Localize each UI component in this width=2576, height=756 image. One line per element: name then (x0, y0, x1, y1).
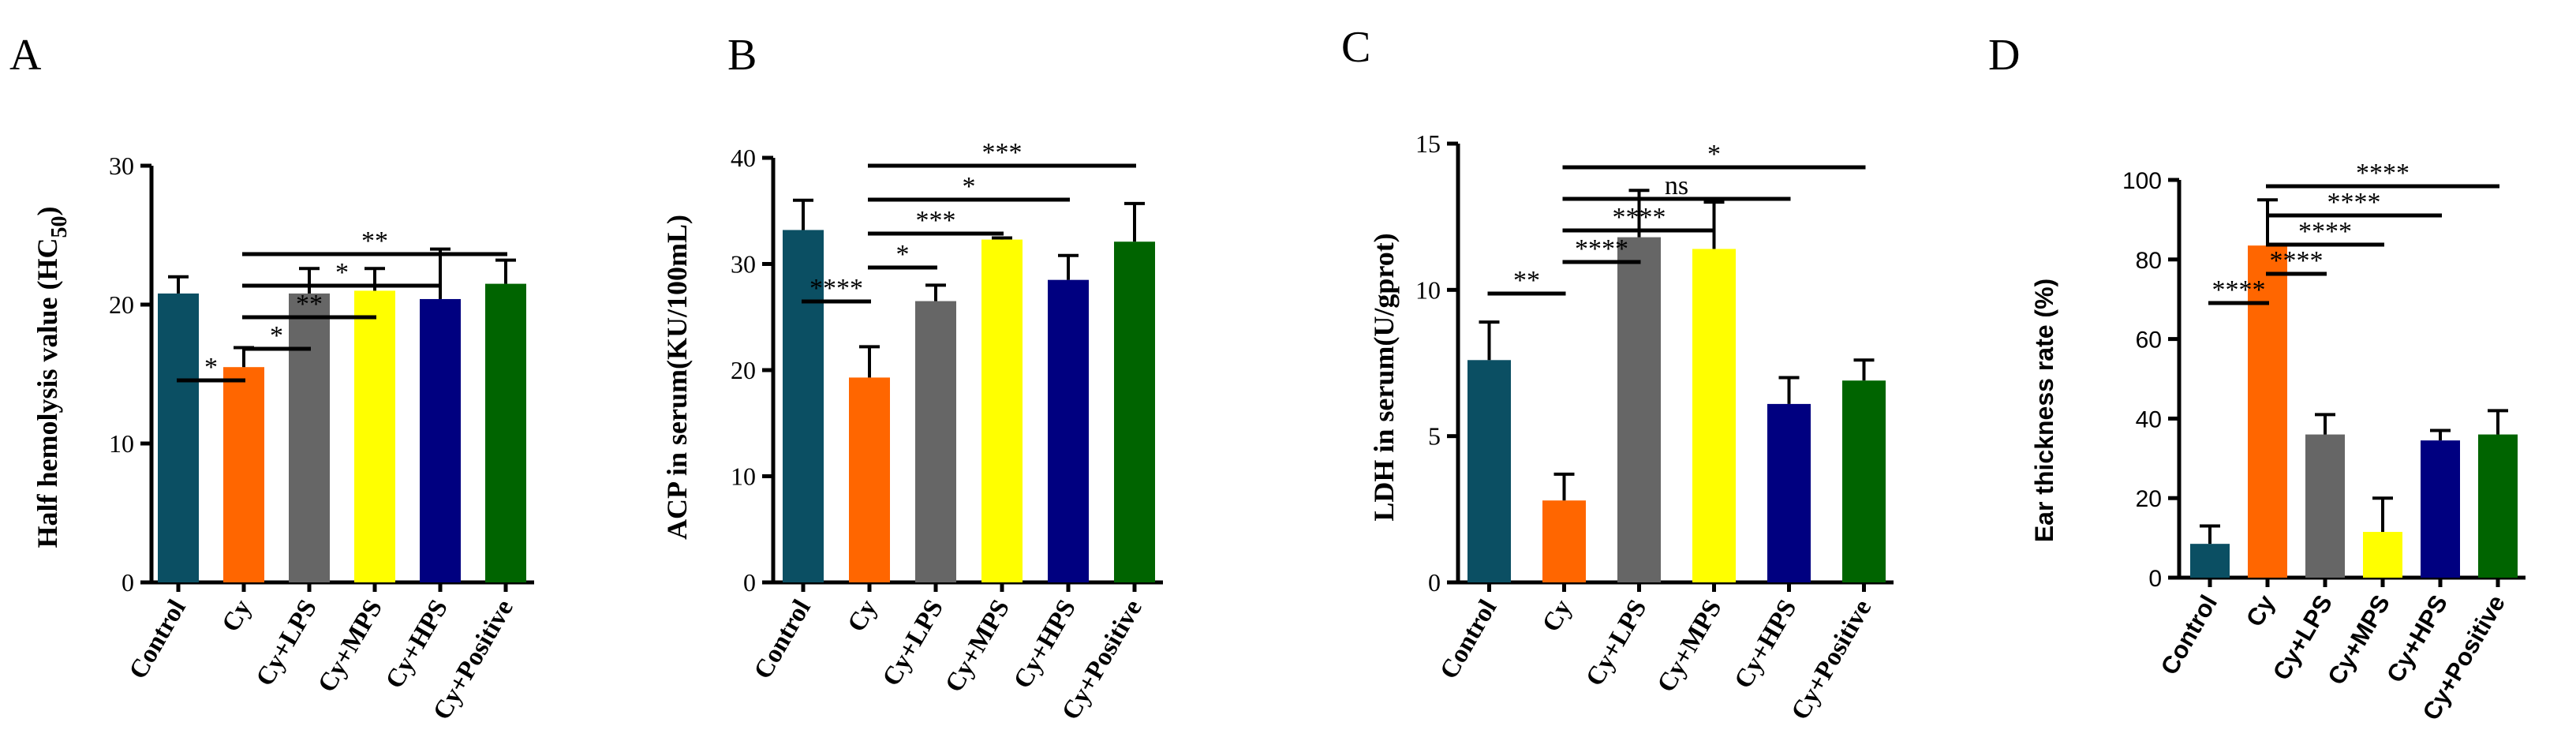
significance-label: **** (2327, 188, 2381, 217)
y-tick-label: 40 (2136, 406, 2162, 432)
bar (849, 377, 890, 582)
x-category-label: Cy+HPS (1729, 595, 1803, 694)
bar (354, 290, 395, 582)
significance-label: **** (2270, 246, 2324, 275)
bar (2248, 245, 2287, 578)
x-category-label: Cy (217, 595, 258, 637)
y-tick-label: 100 (2122, 168, 2162, 194)
x-category-label: Cy+LPS (877, 595, 949, 691)
significance-label: * (896, 240, 910, 269)
y-tick-label: 20 (2136, 486, 2162, 512)
y-axis-title-b: ACP in serum(KU/100mL) (661, 215, 693, 540)
y-tick-label: 10 (731, 462, 756, 491)
y-tick-label: 0 (1428, 568, 1441, 597)
x-category-label: Cy+HPS (380, 595, 454, 694)
y-axis-title-a: Half hemolysis value (HC50) (32, 207, 72, 548)
y-tick-label: 60 (2136, 327, 2162, 354)
y-tick-label: 5 (1428, 422, 1441, 451)
bar (1542, 500, 1586, 582)
x-category-label: Cy+MPS (940, 595, 1015, 698)
bar (2190, 544, 2230, 578)
x-category-label: Cy+LPS (251, 595, 323, 691)
y-tick-label: 0 (122, 568, 134, 597)
bar (2421, 440, 2460, 578)
bar (981, 239, 1023, 582)
significance-label: *** (916, 206, 956, 235)
y-tick-label: 40 (731, 144, 756, 172)
significance-label: ns (1665, 171, 1688, 200)
bar (1114, 241, 1155, 582)
y-tick-label: 0 (743, 568, 756, 597)
x-category-label: Control (124, 595, 192, 684)
bar (2478, 434, 2518, 578)
bar (1467, 360, 1511, 582)
bar (420, 298, 461, 582)
bar (223, 367, 264, 582)
bar (2305, 434, 2345, 578)
significance-label: *** (982, 138, 1023, 167)
significance-label: * (270, 321, 283, 350)
significance-label: **** (2356, 159, 2410, 188)
bar (158, 293, 199, 582)
x-category-label: Cy (843, 595, 884, 637)
y-tick-label: 10 (109, 429, 134, 458)
plot-area-c: 0 5 10 15 Control Cy Cy+LPS Cy+MPS Cy+HPSCy+Posi… (1415, 129, 1894, 724)
y-axis-title-c: LDH in serum(U/gprot) (1368, 233, 1400, 521)
bar (783, 230, 824, 582)
x-category-label: Cy+MPS (312, 595, 388, 698)
significance-label: ** (1513, 266, 1540, 295)
y-tick-label: 0 (2148, 566, 2162, 592)
panel-d: D Ear thickness rate (%) 0 20 40 60 80 100 Con… (1988, 31, 2526, 724)
significance-label: * (204, 353, 218, 382)
bar (485, 283, 526, 582)
panel-letter-d: D (1988, 31, 2020, 80)
bar (1692, 249, 1736, 582)
significance-label: **** (1575, 234, 1628, 264)
x-category-label: Cy+Positive (1786, 595, 1878, 724)
y-tick-label: 30 (731, 250, 756, 279)
panel-b: B ACP in serum(KU/100mL) 0 10 20 30 40 Contro… (661, 31, 1163, 724)
x-category-label: Cy+LPS (1580, 595, 1652, 691)
significance-label: * (963, 172, 976, 201)
x-category-label: Cy (2241, 589, 2281, 631)
x-category-label: Cy (1537, 595, 1578, 637)
y-tick-label: 80 (2136, 248, 2162, 274)
bar (915, 301, 956, 582)
y-tick-label: 15 (1415, 129, 1441, 158)
panel-a: A Half hemolysis value (HC50) 0 10 20 30 Con… (9, 31, 534, 724)
bar (289, 293, 330, 582)
y-tick-label: 20 (731, 356, 756, 384)
x-category-label: Control (1435, 595, 1503, 684)
x-category-label: Cy+MPS (1652, 595, 1728, 698)
significance-label: **** (1613, 203, 1666, 232)
x-category-label: Control (2155, 590, 2223, 679)
y-tick-label: 20 (109, 290, 134, 319)
significance-label: **** (2298, 217, 2352, 246)
bar (1767, 403, 1811, 582)
bar (1048, 279, 1089, 582)
significance-label: * (1707, 140, 1721, 169)
bar (2363, 532, 2402, 578)
panel-letter-a: A (9, 31, 42, 80)
significance-label: ** (296, 290, 323, 319)
x-category-label: Cy+HPS (1008, 595, 1082, 694)
significance-label: **** (809, 274, 863, 303)
bar (1842, 380, 1886, 582)
significance-label: * (335, 258, 349, 287)
y-tick-label: 10 (1415, 275, 1441, 304)
y-tick-label: 30 (109, 152, 134, 180)
y-axis-title-d: Ear thickness rate (%) (2030, 279, 2058, 542)
significance-label: ** (361, 226, 388, 256)
panel-letter-b: B (727, 31, 757, 80)
x-category-label: Control (749, 595, 817, 684)
bar (1617, 237, 1661, 582)
significance-label: **** (2212, 275, 2266, 305)
panel-letter-c: C (1341, 23, 1370, 72)
